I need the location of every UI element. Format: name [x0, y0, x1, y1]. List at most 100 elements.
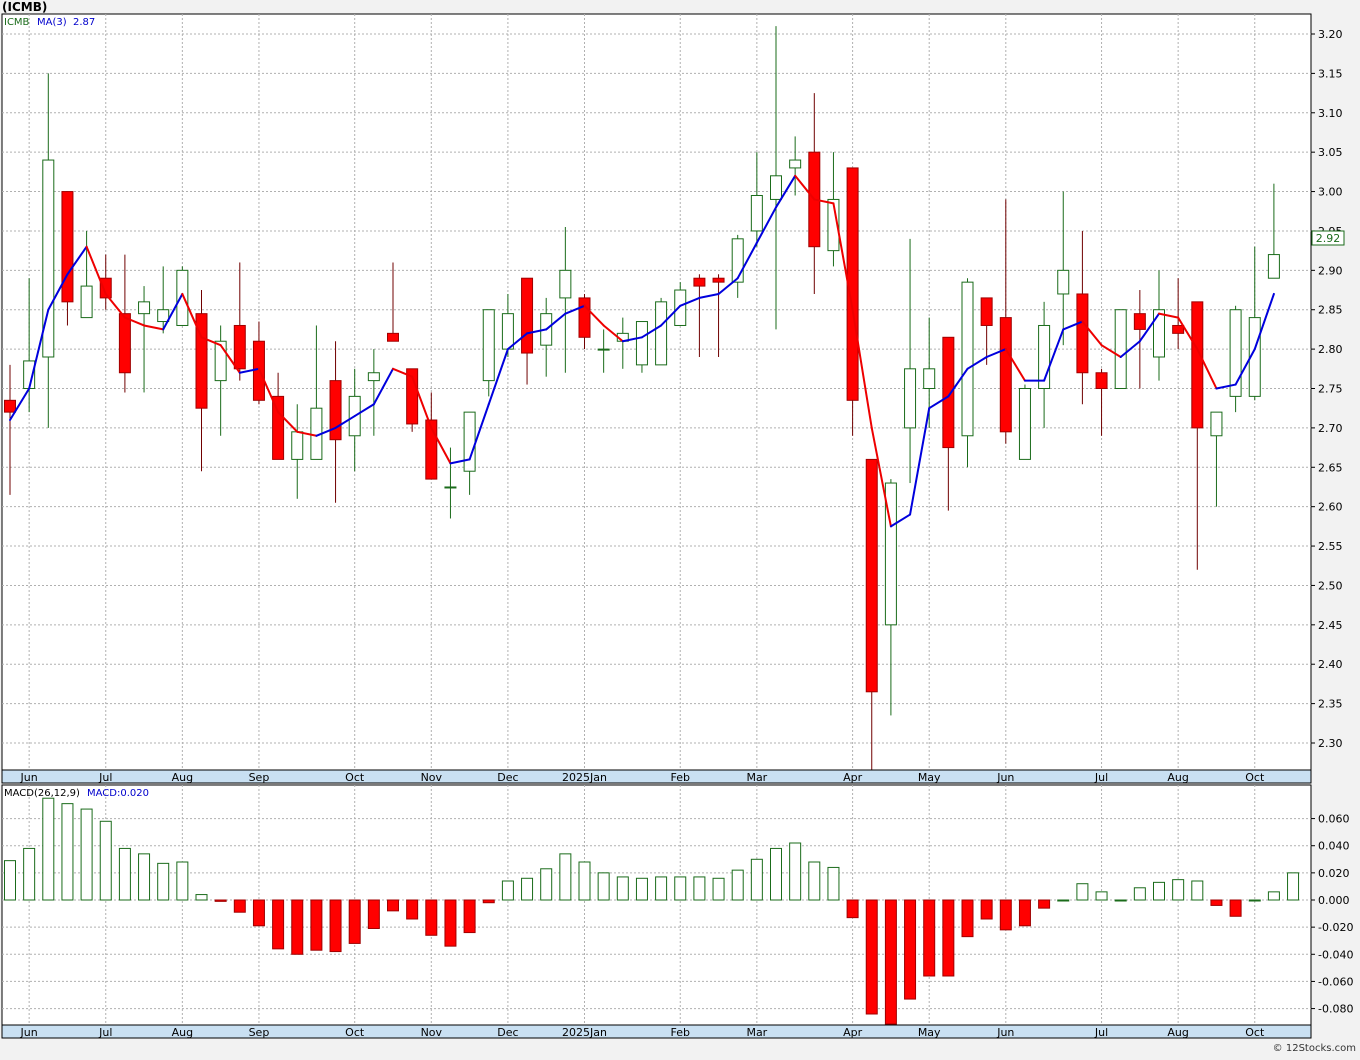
macd-bar-negative — [252, 899, 265, 927]
macd-xtick-label: Nov — [421, 1026, 443, 1039]
macd-bar-positive — [1114, 899, 1127, 902]
macd-xtick-label: Aug — [172, 1026, 193, 1039]
ma-segment — [487, 348, 509, 406]
legend-macd-value: MACD:0.020 — [87, 788, 149, 799]
price-xtick-label: Oct — [1245, 771, 1265, 784]
ma-segment — [334, 415, 356, 429]
price-xtick-label: Apr — [843, 771, 863, 784]
macd-bar-negative — [329, 899, 342, 953]
candle-body-up — [770, 175, 782, 200]
candle-body-up — [1018, 388, 1031, 460]
ma-segment — [372, 367, 394, 406]
candle-body-up — [501, 313, 514, 350]
ma-segment — [277, 411, 299, 433]
ma-segment — [832, 202, 854, 311]
price-ytick-label: 3.10 — [1318, 107, 1343, 120]
macd-bar-positive — [157, 862, 170, 901]
candle — [1172, 278, 1185, 350]
candle — [1248, 246, 1261, 401]
price-ytick-label: 3.20 — [1318, 28, 1343, 41]
price-xtick-label: Jun — [20, 771, 38, 784]
legend-ma-value: 2.87 — [73, 17, 95, 28]
macd-bar-positive — [1267, 891, 1280, 901]
ma-segment — [257, 367, 280, 414]
ma-segment — [296, 430, 318, 437]
macd-bar-positive — [1153, 881, 1165, 901]
macd-bar-negative — [1210, 899, 1223, 906]
macd-bar-positive — [597, 872, 610, 901]
price-ytick-label: 2.85 — [1318, 304, 1343, 317]
legend-ma-label: MA(3) — [37, 17, 67, 28]
candle-body-up — [597, 348, 610, 351]
macd-ytick-label: -0.080 — [1318, 1003, 1353, 1016]
macd-bar-negative — [425, 899, 438, 936]
macd-bar-positive — [1133, 887, 1146, 901]
price-xtick-label: Jul — [98, 771, 112, 784]
ma-segment — [621, 336, 643, 343]
chart-title: (ICMB) — [2, 0, 47, 14]
macd-bar-positive — [731, 869, 744, 901]
ma-segment — [353, 403, 375, 418]
macd-bar-negative — [291, 899, 304, 955]
candle-body-down — [406, 368, 419, 425]
candle — [118, 254, 131, 393]
candle-body-up — [138, 301, 151, 315]
ma-segment — [162, 292, 184, 331]
price-xtick-label: Nov — [421, 771, 443, 784]
candle-body-up — [1267, 254, 1280, 279]
candle-body-down — [693, 277, 706, 287]
macd-xtick-label: May — [918, 1026, 941, 1039]
ma-segment — [909, 407, 931, 516]
macd-bar-positive — [712, 877, 725, 901]
candle-body-up — [655, 301, 668, 366]
ma-segment — [583, 304, 605, 327]
macd-bar-negative — [482, 899, 495, 904]
candle-body-up — [884, 482, 897, 626]
candle — [616, 317, 629, 369]
candle-body-down — [578, 297, 591, 338]
macd-xtick-label: Jul — [1094, 1026, 1108, 1039]
macd-bar-positive — [635, 877, 648, 901]
candle — [865, 458, 878, 775]
macd-xtick-label: Aug — [1167, 1026, 1188, 1039]
candle — [233, 262, 246, 381]
price-xtick-label: Dec — [497, 771, 518, 784]
candle — [1153, 270, 1165, 381]
macd-bar-positive — [540, 868, 553, 901]
candle — [1229, 305, 1242, 413]
macd-bar-negative — [1018, 899, 1031, 927]
candle-body-down — [1172, 324, 1185, 334]
price-ytick-label: 3.15 — [1318, 67, 1343, 80]
macd-bar-negative — [961, 899, 974, 938]
ma-segment — [564, 304, 586, 315]
candle-body-up — [827, 198, 840, 252]
candle-body-up — [923, 368, 936, 389]
price-ytick-label: 3.00 — [1318, 186, 1343, 199]
ma-segment — [966, 355, 988, 370]
candle-body-up — [750, 194, 763, 232]
ma-segment — [9, 387, 31, 422]
ma-segment — [1043, 328, 1065, 382]
candle — [1018, 384, 1031, 460]
candle — [1038, 301, 1051, 428]
ma-segment — [660, 304, 682, 327]
price-ytick-label: 2.75 — [1318, 383, 1343, 396]
candle-body-down — [329, 380, 342, 441]
macd-bar-positive — [559, 853, 572, 901]
ma-segment — [640, 324, 663, 339]
price-xtick-label: Mar — [746, 771, 767, 784]
macd-xtick-label: Oct — [345, 1026, 365, 1039]
ma-segment — [813, 198, 835, 205]
ma-segment — [392, 367, 414, 378]
ma-segment — [755, 206, 777, 244]
candle-body-up — [444, 486, 457, 489]
ma-segment — [85, 245, 107, 295]
candle — [1210, 411, 1223, 507]
ma-segment — [506, 332, 529, 351]
macd-bar-positive — [808, 861, 821, 901]
candle — [999, 199, 1012, 444]
macd-bar-positive — [655, 876, 668, 901]
macd-bar-negative — [444, 899, 457, 947]
candle-body-up — [961, 281, 974, 437]
macd-bar-positive — [4, 860, 16, 901]
